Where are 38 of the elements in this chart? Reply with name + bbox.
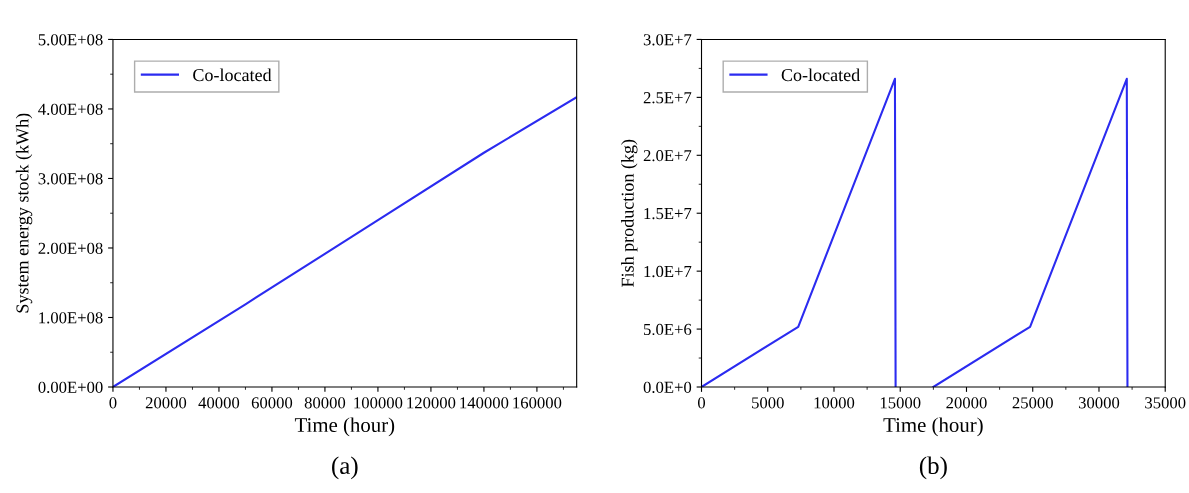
y-tick-label: 2.00E+08 [38, 242, 103, 254]
x-tick-label: 5000 [752, 397, 784, 409]
y-tick-label: 1.5E+7 [644, 208, 692, 220]
legend-label: Co-located [193, 68, 272, 82]
x-tick-label: 0 [109, 397, 117, 409]
x-tick-label: 25000 [1012, 397, 1053, 409]
x-tick-label: 35000 [1145, 397, 1186, 409]
x-tick-label: 40000 [198, 397, 240, 409]
x-axis-title: Time (hour) [294, 417, 395, 437]
x-tick-label: 60000 [251, 397, 293, 409]
y-tick-label: 2.5E+7 [643, 92, 692, 104]
y-tick-label: 5.0E+6 [644, 323, 692, 336]
y-tick-label: 1.0E+7 [644, 265, 692, 278]
y-tick-label: 0.00E+00 [38, 381, 103, 394]
x-tick-label: 20000 [946, 397, 987, 409]
x-tick-label: 80000 [304, 397, 346, 409]
x-tick-label: 140000 [460, 397, 509, 409]
x-tick-label: 120000 [407, 397, 456, 409]
y-axis-title: Fish production (kg) [621, 139, 638, 287]
y-tick-label: 3.00E+08 [38, 173, 103, 185]
y-tick-label: 2.0E+7 [643, 149, 692, 162]
y-tick-label: 1.00E+08 [39, 312, 103, 324]
y-tick-label: 4.00E+08 [38, 103, 103, 115]
x-tick-label: 30000 [1078, 397, 1120, 409]
text: (a) [332, 456, 358, 480]
y-tick-label: 0.0E+0 [643, 381, 692, 394]
text: (b) [919, 456, 947, 480]
y-axis-title: System energy stock (kWh) [15, 113, 33, 313]
x-tick-label: 160000 [513, 397, 562, 409]
x-tick-label: 20000 [145, 397, 187, 409]
y-tick-label: 3.0E+7 [643, 34, 692, 46]
x-axis-title: Time (hour) [883, 417, 983, 437]
x-tick-label: 10000 [814, 397, 855, 409]
y-tick-label: 5.00E+08 [38, 34, 103, 46]
x-tick-label: 15000 [880, 397, 921, 409]
x-tick-label: 100000 [354, 397, 403, 409]
legend-label: Co-located [781, 68, 860, 82]
x-tick-label: 0 [697, 397, 706, 409]
